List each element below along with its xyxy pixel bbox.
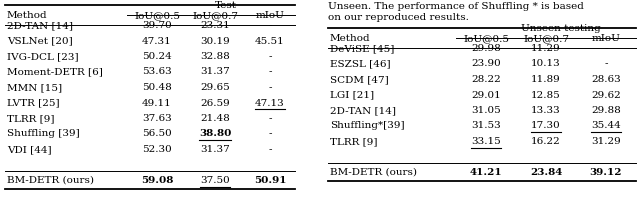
Text: 37.50: 37.50 (200, 176, 230, 185)
Text: 29.88: 29.88 (591, 106, 621, 115)
Text: 2D-TAN [14]: 2D-TAN [14] (330, 106, 396, 115)
Text: 31.37: 31.37 (200, 145, 230, 154)
Text: 31.29: 31.29 (591, 137, 621, 146)
Text: VDI [44]: VDI [44] (7, 145, 52, 154)
Text: -: - (268, 21, 272, 30)
Text: TLRR [9]: TLRR [9] (7, 114, 54, 123)
Text: 47.13: 47.13 (255, 99, 285, 107)
Text: 30.19: 30.19 (200, 37, 230, 45)
Text: Unseen. The performance of Shuffling * is based: Unseen. The performance of Shuffling * i… (328, 2, 584, 11)
Text: 52.30: 52.30 (142, 145, 172, 154)
Text: 31.53: 31.53 (471, 122, 501, 130)
Text: Shuffling*[39]: Shuffling*[39] (330, 122, 404, 130)
Text: 11.29: 11.29 (531, 44, 561, 53)
Text: 45.51: 45.51 (255, 37, 285, 45)
Text: 33.15: 33.15 (471, 137, 501, 146)
Text: 2D-TAN [14]: 2D-TAN [14] (7, 21, 73, 30)
Text: 50.24: 50.24 (142, 52, 172, 61)
Text: IoU@0.5: IoU@0.5 (134, 11, 180, 20)
Text: Shuffling [39]: Shuffling [39] (7, 130, 80, 138)
Text: 47.31: 47.31 (142, 37, 172, 45)
Text: 29.62: 29.62 (591, 91, 621, 99)
Text: 10.13: 10.13 (531, 60, 561, 68)
Text: -: - (268, 52, 272, 61)
Text: 53.63: 53.63 (142, 68, 172, 76)
Text: -: - (268, 114, 272, 123)
Text: 39.70: 39.70 (142, 21, 172, 30)
Text: 17.30: 17.30 (531, 122, 561, 130)
Text: Method: Method (7, 11, 47, 20)
Text: -: - (268, 145, 272, 154)
Text: 32.88: 32.88 (200, 52, 230, 61)
Text: 12.85: 12.85 (531, 91, 561, 99)
Text: 13.33: 13.33 (531, 106, 561, 115)
Text: 41.21: 41.21 (470, 168, 502, 177)
Text: 56.50: 56.50 (142, 130, 172, 138)
Text: 23.31: 23.31 (200, 21, 230, 30)
Text: Unseen testing: Unseen testing (521, 24, 601, 33)
Text: MMN [15]: MMN [15] (7, 83, 62, 92)
Text: IoU@0.5: IoU@0.5 (463, 34, 509, 43)
Text: IVG-DCL [23]: IVG-DCL [23] (7, 52, 79, 61)
Text: IoU@0.7: IoU@0.7 (523, 34, 569, 43)
Text: Moment-DETR [6]: Moment-DETR [6] (7, 68, 103, 76)
Text: 59.08: 59.08 (141, 176, 173, 185)
Text: 11.89: 11.89 (531, 75, 561, 84)
Text: Test: Test (215, 1, 237, 10)
Text: 16.22: 16.22 (531, 137, 561, 146)
Text: 28.63: 28.63 (591, 75, 621, 84)
Text: BM-DETR (ours): BM-DETR (ours) (7, 176, 94, 185)
Text: 26.59: 26.59 (200, 99, 230, 107)
Text: -: - (604, 44, 608, 53)
Text: 31.05: 31.05 (471, 106, 501, 115)
Text: 29.01: 29.01 (471, 91, 501, 99)
Text: LVTR [25]: LVTR [25] (7, 99, 60, 107)
Text: 31.37: 31.37 (200, 68, 230, 76)
Text: IoU@0.7: IoU@0.7 (192, 11, 238, 20)
Text: 50.91: 50.91 (253, 176, 286, 185)
Text: SCDM [47]: SCDM [47] (330, 75, 388, 84)
Text: BM-DETR (ours): BM-DETR (ours) (330, 168, 417, 177)
Text: mIoU: mIoU (255, 11, 284, 20)
Text: 23.84: 23.84 (530, 168, 562, 177)
Text: -: - (604, 60, 608, 68)
Text: VSLNet [20]: VSLNet [20] (7, 37, 73, 45)
Text: 39.12: 39.12 (589, 168, 622, 177)
Text: ESZSL [46]: ESZSL [46] (330, 60, 390, 68)
Text: 28.22: 28.22 (471, 75, 501, 84)
Text: 37.63: 37.63 (142, 114, 172, 123)
Text: -: - (268, 83, 272, 92)
Text: 23.90: 23.90 (471, 60, 501, 68)
Text: 38.80: 38.80 (199, 130, 231, 138)
Text: 29.65: 29.65 (200, 83, 230, 92)
Text: -: - (268, 68, 272, 76)
Text: mIoU: mIoU (591, 34, 620, 43)
Text: 21.48: 21.48 (200, 114, 230, 123)
Text: 35.44: 35.44 (591, 122, 621, 130)
Text: -: - (268, 130, 272, 138)
Text: LGI [21]: LGI [21] (330, 91, 374, 99)
Text: 29.98: 29.98 (471, 44, 501, 53)
Text: on our reproduced results.: on our reproduced results. (328, 13, 469, 22)
Text: 49.11: 49.11 (142, 99, 172, 107)
Text: 50.48: 50.48 (142, 83, 172, 92)
Text: TLRR [9]: TLRR [9] (330, 137, 378, 146)
Text: DeViSE [45]: DeViSE [45] (330, 44, 394, 53)
Text: Method: Method (330, 34, 371, 43)
